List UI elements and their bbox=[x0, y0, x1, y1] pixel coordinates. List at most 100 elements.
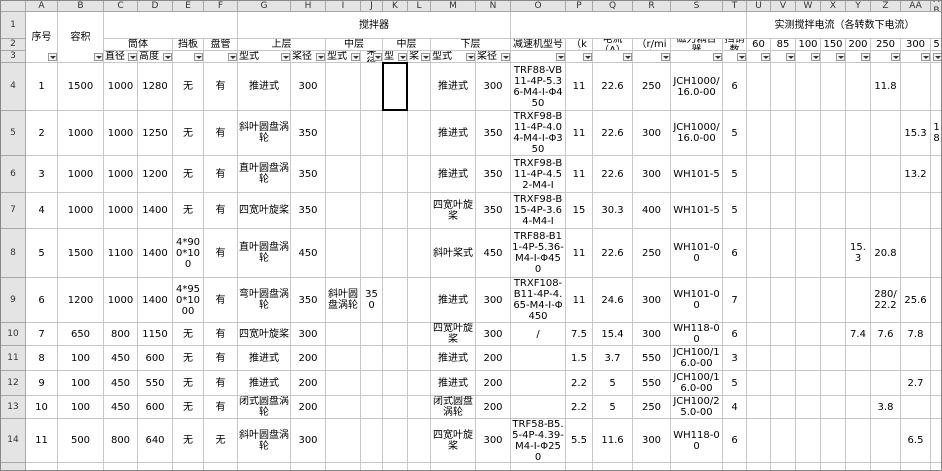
table-cell[interactable] bbox=[796, 371, 821, 396]
table-cell[interactable]: 推进式 bbox=[238, 371, 291, 396]
table-cell[interactable] bbox=[383, 111, 408, 156]
table-cell[interactable]: JCH1000/16.0-00 bbox=[671, 63, 723, 111]
table-cell[interactable] bbox=[383, 396, 408, 419]
row-number[interactable]: 11 bbox=[1, 346, 26, 371]
filter-button[interactable] bbox=[316, 53, 325, 61]
table-cell[interactable]: 400 bbox=[633, 193, 671, 229]
table-cell[interactable]: 200 bbox=[476, 396, 511, 419]
table-cell[interactable]: 300 bbox=[476, 419, 511, 463]
table-cell[interactable] bbox=[361, 156, 383, 193]
table-cell[interactable]: 450 bbox=[104, 396, 138, 419]
table-cell[interactable]: 5 bbox=[723, 371, 747, 396]
table-cell[interactable]: 有 bbox=[204, 229, 238, 278]
table-cell[interactable] bbox=[383, 323, 408, 346]
table-cell[interactable] bbox=[846, 278, 871, 323]
filter-button[interactable] bbox=[398, 53, 407, 61]
filter-button[interactable] bbox=[351, 53, 360, 61]
table-cell[interactable]: 无 bbox=[173, 63, 204, 111]
table-cell[interactable]: 11 bbox=[566, 156, 593, 193]
table-cell[interactable]: 无 bbox=[173, 193, 204, 229]
table-cell[interactable]: TRF88-B11-4P-5.36-M4-I-Φ450 bbox=[511, 229, 566, 278]
filter-button[interactable] bbox=[373, 53, 382, 61]
table-cell[interactable] bbox=[821, 371, 846, 396]
table-cell[interactable] bbox=[771, 229, 796, 278]
column-letter[interactable]: R bbox=[633, 1, 671, 12]
column-letter[interactable]: Y bbox=[846, 1, 871, 12]
table-cell[interactable]: WH118-00 bbox=[671, 419, 723, 463]
column-letter[interactable]: O bbox=[511, 1, 566, 12]
table-cell[interactable]: 24.6 bbox=[593, 278, 633, 323]
table-cell[interactable]: 450 bbox=[104, 371, 138, 396]
table-cell[interactable]: 25.6 bbox=[901, 278, 931, 323]
table-cell[interactable]: 11 bbox=[566, 278, 593, 323]
table-cell[interactable] bbox=[326, 371, 361, 396]
table-cell[interactable] bbox=[408, 323, 431, 346]
table-cell[interactable]: 1200 bbox=[138, 156, 173, 193]
column-letter[interactable]: Q bbox=[593, 1, 633, 12]
table-cell[interactable]: 6 bbox=[723, 229, 747, 278]
table-cell[interactable] bbox=[747, 346, 771, 371]
table-cell[interactable]: 1400 bbox=[138, 229, 173, 278]
column-letter[interactable]: G bbox=[238, 1, 291, 12]
table-cell[interactable]: 300 bbox=[291, 323, 326, 346]
filter-button[interactable] bbox=[128, 53, 137, 61]
column-letter[interactable]: C bbox=[104, 1, 138, 12]
table-cell[interactable] bbox=[326, 193, 361, 229]
column-letter[interactable]: T bbox=[723, 1, 747, 12]
table-cell[interactable]: 5 bbox=[723, 156, 747, 193]
table-cell[interactable] bbox=[931, 396, 941, 419]
table-cell[interactable]: 直叶圆盘涡轮 bbox=[238, 229, 291, 278]
table-cell[interactable]: 15.3 bbox=[846, 229, 871, 278]
table-cell[interactable]: 8 bbox=[26, 346, 58, 371]
table-cell[interactable] bbox=[846, 346, 871, 371]
table-cell[interactable] bbox=[796, 229, 821, 278]
filter-button[interactable] bbox=[163, 53, 172, 61]
table-cell[interactable] bbox=[871, 111, 901, 156]
table-cell[interactable]: 2 bbox=[26, 111, 58, 156]
table-cell[interactable] bbox=[326, 229, 361, 278]
filter-button[interactable] bbox=[623, 53, 632, 61]
table-cell[interactable]: TRXF98-B11-4P-4.04-M4-I-Φ350 bbox=[511, 111, 566, 156]
table-cell[interactable]: 10 bbox=[26, 396, 58, 419]
table-cell[interactable] bbox=[408, 396, 431, 419]
table-cell[interactable]: 15 bbox=[566, 193, 593, 229]
row-number[interactable]: 6 bbox=[1, 156, 26, 193]
table-cell[interactable]: 22.6 bbox=[593, 156, 633, 193]
table-cell[interactable]: 1500 bbox=[58, 63, 104, 111]
table-cell[interactable]: 22.6 bbox=[593, 111, 633, 156]
table-cell[interactable] bbox=[821, 396, 846, 419]
table-cell[interactable]: 无 bbox=[204, 419, 238, 463]
table-cell[interactable] bbox=[633, 463, 671, 470]
filter-button[interactable] bbox=[94, 53, 103, 61]
column-letter[interactable]: AB bbox=[931, 1, 941, 12]
table-cell[interactable] bbox=[846, 419, 871, 463]
table-cell[interactable]: 350 bbox=[361, 278, 383, 323]
table-cell[interactable]: 650 bbox=[58, 323, 104, 346]
table-cell[interactable]: 有 bbox=[204, 323, 238, 346]
table-cell[interactable]: 四宽叶旋桨 bbox=[238, 193, 291, 229]
table-cell[interactable] bbox=[747, 463, 771, 470]
table-cell[interactable] bbox=[326, 463, 361, 470]
filter-button[interactable] bbox=[421, 53, 430, 61]
table-cell[interactable] bbox=[796, 323, 821, 346]
table-cell[interactable]: 300 bbox=[476, 323, 511, 346]
table-cell[interactable] bbox=[796, 156, 821, 193]
table-cell[interactable] bbox=[796, 419, 821, 463]
table-cell[interactable]: 7.4 bbox=[846, 323, 871, 346]
table-cell[interactable]: 1000 bbox=[104, 63, 138, 111]
filter-button[interactable] bbox=[48, 53, 57, 61]
column-letter[interactable]: J bbox=[361, 1, 383, 12]
row-number[interactable]: 14 bbox=[1, 419, 26, 463]
table-cell[interactable]: 1100 bbox=[104, 229, 138, 278]
filter-button[interactable] bbox=[501, 53, 510, 61]
table-cell[interactable] bbox=[408, 156, 431, 193]
table-cell[interactable] bbox=[796, 346, 821, 371]
table-cell[interactable]: 300 bbox=[633, 419, 671, 463]
table-cell[interactable] bbox=[326, 396, 361, 419]
table-cell[interactable]: 3.7 bbox=[593, 346, 633, 371]
table-cell[interactable]: 11 bbox=[26, 419, 58, 463]
table-cell[interactable]: 1 bbox=[26, 63, 58, 111]
table-cell[interactable] bbox=[361, 463, 383, 470]
table-cell[interactable] bbox=[771, 396, 796, 419]
filter-button[interactable] bbox=[811, 53, 820, 61]
